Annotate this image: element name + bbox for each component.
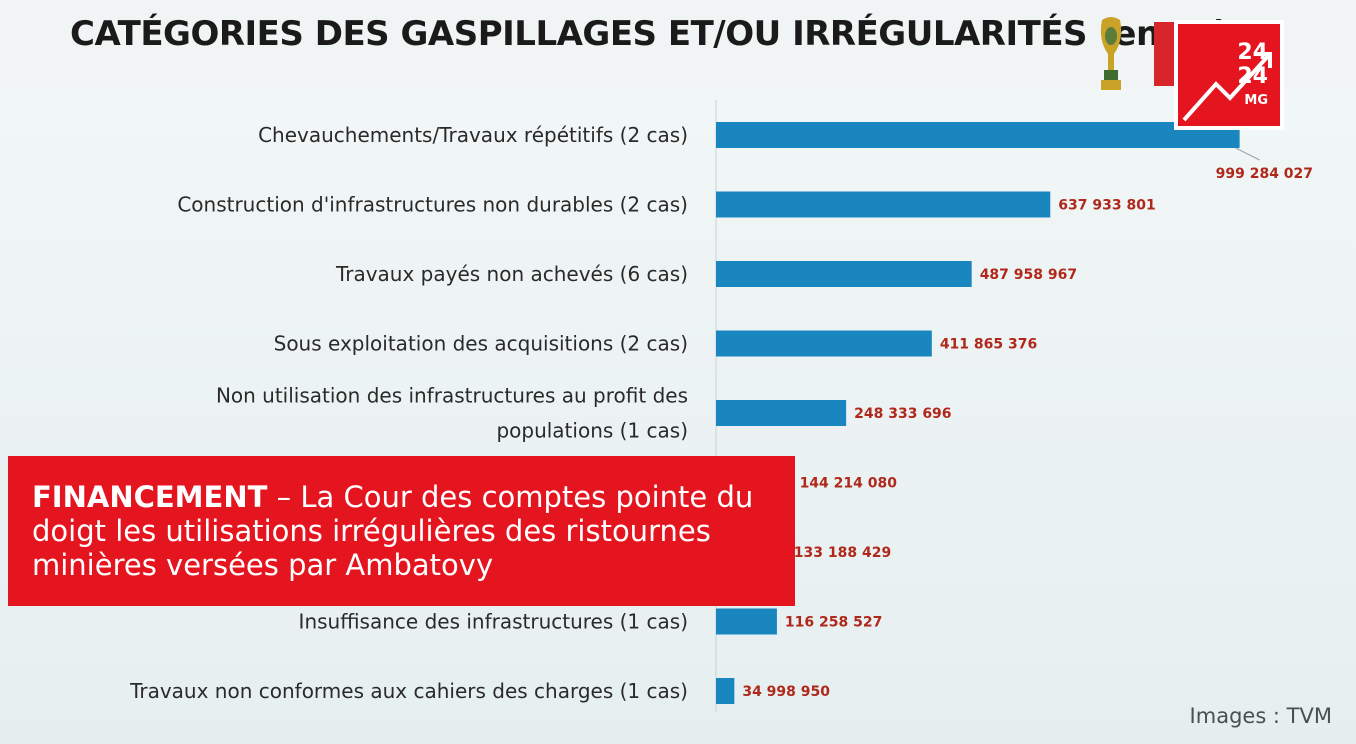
logo-line3: MG xyxy=(1244,93,1268,108)
value-label-6: 133 188 429 xyxy=(794,545,891,561)
trophy-icon xyxy=(1100,17,1122,90)
image-credit: Images : TVM xyxy=(1189,704,1332,728)
category-label-7: Insuffisance des infrastructures (1 cas) xyxy=(299,610,688,634)
logo-arrow-icon xyxy=(1182,52,1272,122)
category-label-1: Construction d'infrastructures non durab… xyxy=(177,193,688,217)
value-label-7: 116 258 527 xyxy=(785,615,882,631)
category-label-4-1: populations (1 cas) xyxy=(496,419,688,443)
value-label-3: 411 865 376 xyxy=(940,337,1037,353)
logo-line1: 24 xyxy=(1237,40,1268,65)
value-leader-line-0 xyxy=(1235,147,1260,161)
banner-text: FINANCEMENT – La Cour des comptes pointe… xyxy=(32,480,792,582)
title-band xyxy=(0,0,1356,88)
value-label-8: 34 998 950 xyxy=(742,684,830,700)
channel-logo: 24 24 MG xyxy=(1174,20,1284,130)
bar-1 xyxy=(716,191,1051,218)
bar-4 xyxy=(716,400,847,426)
category-label-3: Sous exploitation des acquisitions (2 ca… xyxy=(274,332,688,356)
category-label-8: Travaux non conformes aux cahiers des ch… xyxy=(129,679,688,703)
category-label-0: Chevauchements/Travaux répétitifs (2 cas… xyxy=(258,123,688,147)
chart-title: CATÉGORIES DES GASPILLAGES ET/OU IRRÉGUL… xyxy=(70,14,1229,54)
banner-headline: – La Cour des comptes pointe du doigt le… xyxy=(32,480,754,582)
value-label-1: 637 933 801 xyxy=(1058,198,1155,214)
value-label-5: 144 214 080 xyxy=(800,476,898,492)
bar-8 xyxy=(716,678,735,704)
bar-0 xyxy=(716,122,1240,148)
bar-7 xyxy=(716,608,777,635)
category-label-2: Travaux payés non achevés (6 cas) xyxy=(335,262,688,286)
bar-3 xyxy=(716,330,932,357)
category-label-4-0: Non utilisation des infrastructures au p… xyxy=(216,384,688,408)
banner-tag: FINANCEMENT xyxy=(32,480,268,514)
logo-line2: 24 xyxy=(1237,64,1268,89)
bar-2 xyxy=(716,261,972,287)
value-label-4: 248 333 696 xyxy=(854,406,951,422)
value-label-0: 999 284 027 xyxy=(1216,166,1313,182)
news-banner: FINANCEMENT – La Cour des comptes pointe… xyxy=(8,456,795,606)
value-label-2: 487 958 967 xyxy=(980,267,1077,283)
